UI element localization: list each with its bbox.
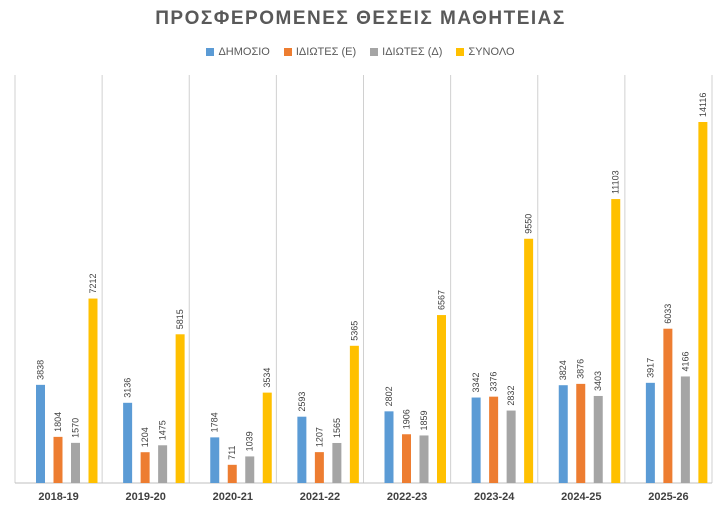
bar: [680, 376, 690, 483]
bar: [437, 315, 446, 483]
legend-item-dimosio: ΔΗΜΟΣΙΟ: [206, 46, 270, 58]
x-tick-label: 2019-20: [126, 491, 166, 503]
data-label: 6033: [663, 304, 673, 324]
data-label: 2832: [506, 386, 516, 406]
bar: [593, 395, 603, 483]
bar: [698, 122, 708, 483]
data-label: 3876: [576, 359, 586, 379]
data-label: 7212: [88, 274, 98, 294]
data-label: 14116: [698, 93, 708, 117]
legend-label-synolo: ΣΥΝΟΛΟ: [468, 46, 515, 58]
bar: [245, 456, 255, 483]
data-label: 1906: [402, 409, 412, 429]
bar: [611, 199, 621, 484]
data-label: 5365: [349, 321, 359, 341]
data-label: 1570: [71, 418, 81, 438]
legend-item-idiotes-e: ΙΔΙΩΤΕΣ (Ε): [283, 46, 357, 58]
data-label: 3534: [262, 368, 272, 388]
bar: [71, 442, 80, 483]
x-tick-label: 2025-26: [648, 491, 688, 503]
legend-swatch-idiotes-d: [370, 48, 379, 56]
bar: [489, 396, 499, 483]
legend-label-idiotes-d: ΙΔΙΩΤΕΣ (Δ): [382, 46, 443, 58]
data-label: 4166: [680, 351, 690, 371]
bar: [123, 402, 133, 483]
bar: [558, 385, 568, 483]
bar: [663, 328, 673, 483]
chart-title: ΠΡΟΣΦΕΡΟΜΕΝΕΣ ΘΕΣΕΙΣ ΜΑΘΗΤΕΙΑΣ: [155, 8, 566, 29]
data-label: 1859: [419, 410, 429, 430]
bar: [314, 452, 324, 483]
data-label: 5815: [175, 309, 185, 329]
data-label: 1207: [314, 427, 324, 447]
legend-label-dimosio: ΔΗΜΟΣΙΟ: [218, 46, 270, 58]
x-tick-label: 2018-19: [38, 491, 78, 503]
x-tick-label: 2020-21: [213, 491, 253, 503]
bar: [175, 334, 185, 483]
data-label: 2593: [297, 392, 307, 412]
bar: [576, 383, 586, 483]
bar: [384, 411, 394, 483]
bar: [140, 452, 150, 483]
bar: [227, 464, 237, 483]
bar: [402, 434, 411, 483]
data-label: 3824: [558, 360, 568, 380]
bar: [506, 410, 516, 483]
data-label: 711: [227, 445, 237, 459]
data-label: 6567: [437, 290, 447, 310]
data-label: 3136: [123, 378, 133, 398]
legend-swatch-dimosio: [206, 48, 215, 56]
bar: [332, 442, 342, 483]
data-label: 1475: [158, 420, 168, 440]
bar: [53, 436, 63, 483]
data-label: 11103: [611, 170, 621, 194]
data-label: 1039: [245, 431, 255, 451]
data-label: 3342: [471, 373, 481, 393]
bar: [297, 416, 307, 483]
x-tick-label: 2024-25: [561, 491, 601, 503]
legend-swatch-idiotes-e: [283, 48, 292, 56]
data-label: 3917: [645, 358, 655, 378]
bar: [262, 392, 272, 483]
data-label: 2802: [384, 386, 394, 406]
bar: [524, 238, 534, 483]
x-tick-label: 2023-24: [474, 491, 515, 503]
legend-item-synolo: ΣΥΝΟΛΟ: [456, 46, 515, 58]
bar: [88, 298, 98, 483]
bar: [36, 384, 45, 483]
data-label: 3403: [593, 371, 603, 391]
data-label: 1784: [210, 412, 220, 432]
legend-swatch-synolo: [456, 48, 465, 56]
data-label: 1565: [332, 418, 342, 438]
data-label: 3838: [36, 360, 46, 380]
legend-item-idiotes-d: ΙΔΙΩΤΕΣ (Δ): [370, 46, 442, 58]
data-label: 1204: [140, 427, 150, 447]
legend: ΔΗΜΟΣΙΟ ΙΔΙΩΤΕΣ (Ε) ΙΔΙΩΤΕΣ (Δ) ΣΥΝΟΛΟ: [0, 46, 721, 58]
x-tick-label: 2022-23: [387, 491, 427, 503]
data-label: 1804: [53, 412, 63, 432]
x-tick-label: 2021-22: [300, 491, 340, 503]
bar: [158, 445, 168, 483]
bar: [210, 437, 220, 483]
bar: [349, 345, 359, 483]
bar: [419, 435, 429, 483]
data-label: 3376: [489, 372, 499, 392]
legend-label-idiotes-e: ΙΔΙΩΤΕΣ (Ε): [295, 46, 357, 58]
bar: [471, 397, 481, 483]
bar: [645, 382, 655, 483]
data-label: 9550: [524, 214, 534, 234]
